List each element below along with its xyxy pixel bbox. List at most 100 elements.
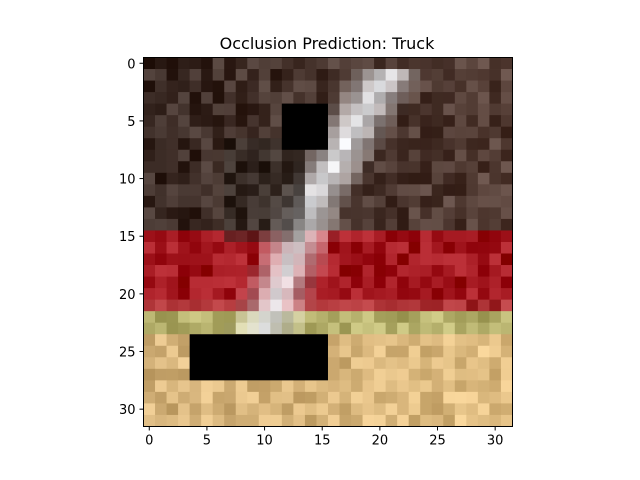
image-pixel	[143, 126, 156, 139]
image-pixel	[477, 115, 490, 128]
image-pixel	[339, 115, 352, 128]
image-pixel	[304, 276, 317, 289]
image-pixel	[385, 345, 398, 358]
image-pixel	[489, 115, 502, 128]
image-pixel	[443, 138, 456, 151]
image-pixel	[304, 265, 317, 277]
image-pixel	[258, 80, 271, 93]
image-pixel	[155, 299, 167, 312]
image-pixel	[281, 161, 294, 174]
image-pixel	[339, 368, 352, 381]
image-pixel	[489, 69, 502, 81]
image-pixel	[166, 172, 179, 185]
image-pixel	[201, 218, 214, 231]
image-pixel	[385, 380, 398, 393]
image-pixel	[270, 288, 283, 301]
image-pixel	[189, 149, 202, 162]
image-pixel	[327, 149, 340, 162]
image-pixel	[443, 368, 456, 381]
image-pixel	[166, 391, 179, 404]
image-pixel	[316, 253, 329, 266]
image-pixel	[143, 345, 156, 358]
x-tick-label: 5	[203, 433, 211, 448]
image-pixel	[189, 288, 202, 301]
image-pixel	[466, 172, 479, 185]
image-pixel	[178, 241, 191, 254]
image-pixel	[385, 149, 398, 162]
image-pixel	[270, 207, 283, 220]
image-pixel	[281, 57, 294, 70]
image-pixel	[327, 126, 340, 139]
image-pixel	[304, 172, 317, 185]
image-pixel	[374, 253, 387, 266]
image-pixel	[408, 276, 421, 289]
image-pixel	[143, 138, 156, 151]
image-pixel	[212, 241, 225, 254]
image-pixel	[489, 403, 502, 416]
image-pixel	[178, 207, 191, 220]
image-pixel	[408, 184, 421, 197]
image-pixel	[155, 253, 167, 266]
image-pixel	[339, 230, 352, 243]
image-pixel	[431, 230, 444, 243]
image-pixel	[420, 391, 433, 404]
image-pixel	[293, 403, 306, 416]
image-pixel	[270, 253, 283, 266]
image-pixel	[327, 253, 340, 266]
image-pixel	[270, 414, 283, 427]
image-pixel	[443, 115, 456, 128]
image-pixel	[374, 322, 387, 335]
image-pixel	[431, 391, 444, 404]
image-pixel	[166, 265, 179, 277]
image-pixel	[362, 368, 375, 381]
image-pixel	[304, 311, 317, 324]
image-pixel	[385, 161, 398, 174]
image-pixel	[316, 184, 329, 197]
image-pixel	[258, 69, 271, 81]
image-pixel	[397, 57, 410, 70]
image-pixel	[304, 207, 317, 220]
image-pixel	[374, 311, 387, 324]
image-pixel	[143, 253, 156, 266]
image-pixel	[431, 207, 444, 220]
image-pixel	[431, 276, 444, 289]
image-pixel	[454, 207, 467, 220]
image-pixel	[235, 115, 248, 128]
image-pixel	[362, 276, 375, 289]
image-pixel	[500, 149, 513, 162]
image-pixel	[420, 322, 433, 335]
image-pixel	[270, 126, 283, 139]
image-pixel	[351, 403, 363, 416]
image-pixel	[351, 345, 363, 358]
image-pixel	[327, 322, 340, 335]
image-pixel	[235, 403, 248, 416]
x-tick-label: 10	[256, 433, 273, 448]
image-pixel	[258, 149, 271, 162]
image-pixel	[189, 253, 202, 266]
image-pixel	[443, 276, 456, 289]
image-pixel	[247, 288, 260, 301]
image-pixel	[281, 311, 294, 324]
image-pixel	[489, 276, 502, 289]
image-pixel	[431, 322, 444, 335]
image-pixel	[351, 265, 363, 277]
image-pixel	[247, 414, 260, 427]
image-pixel	[189, 218, 202, 231]
image-pixel	[212, 126, 225, 139]
image-pixel	[224, 138, 237, 151]
image-pixel	[316, 207, 329, 220]
image-pixel	[293, 207, 306, 220]
image-pixel	[431, 368, 444, 381]
image-pixel	[408, 368, 421, 381]
image-pixel	[454, 218, 467, 231]
image-pixel	[327, 218, 340, 231]
image-pixel	[431, 172, 444, 185]
image-pixel	[166, 80, 179, 93]
image-pixel	[385, 241, 398, 254]
image-pixel	[189, 230, 202, 243]
image-pixel	[247, 253, 260, 266]
image-pixel	[327, 230, 340, 243]
image-pixel	[443, 230, 456, 243]
image-pixel	[362, 299, 375, 312]
image-pixel	[143, 322, 156, 335]
